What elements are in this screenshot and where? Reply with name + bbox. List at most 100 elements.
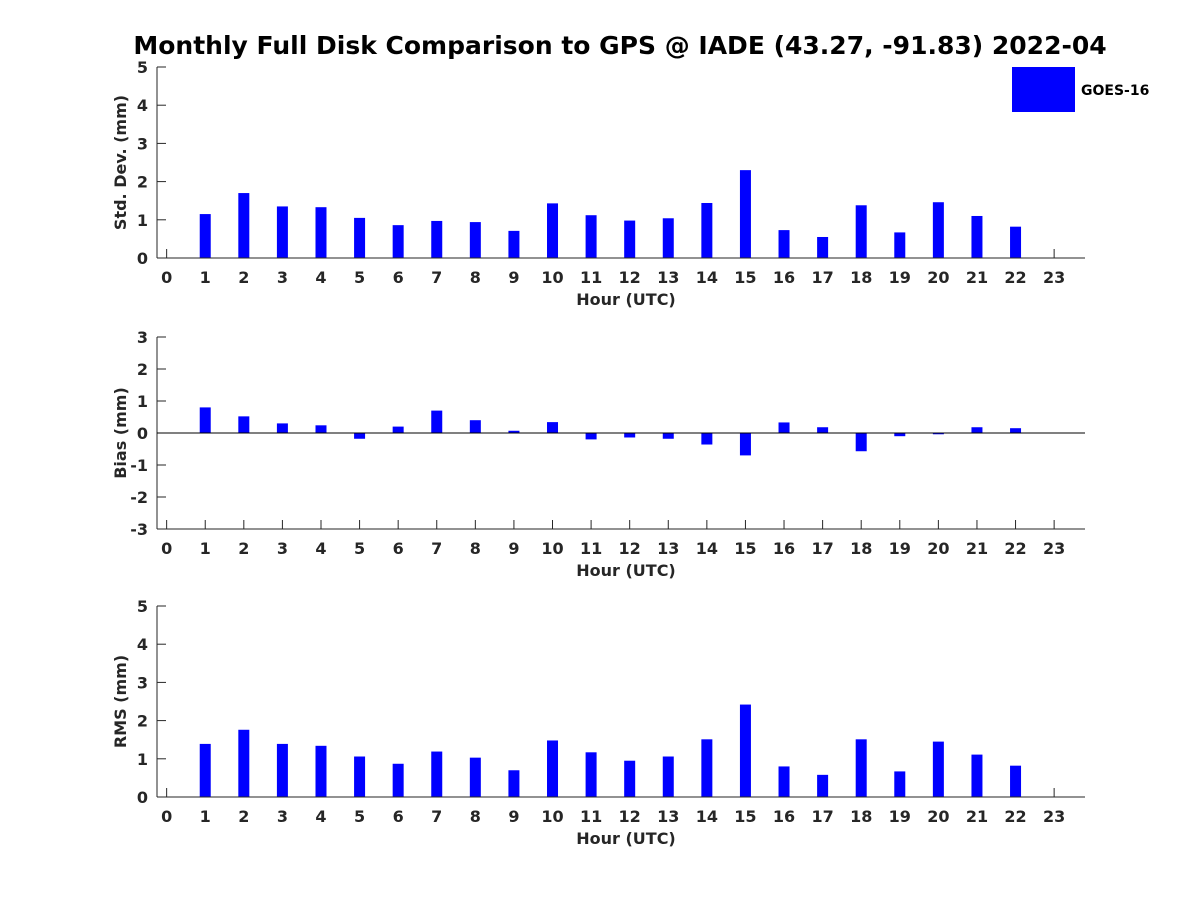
x-tick-label: 12 <box>619 807 641 826</box>
x-tick-label: 21 <box>966 807 988 826</box>
x-tick-label: 0 <box>161 539 172 558</box>
bar-bias-hour-6 <box>392 426 404 433</box>
x-tick-label: 11 <box>580 268 602 287</box>
bar-rms-hour-22 <box>1010 765 1022 797</box>
y-tick-label: 3 <box>137 673 148 692</box>
x-tick-label: 12 <box>619 268 641 287</box>
bar-bias-hour-22 <box>1010 428 1022 433</box>
x-tick-label: 14 <box>696 539 718 558</box>
x-tick-label: 20 <box>927 268 949 287</box>
y-tick-label: 5 <box>137 597 148 616</box>
bar-std-dev-hour-15 <box>739 170 751 258</box>
bar-bias-hour-3 <box>276 423 288 433</box>
x-tick-label: 17 <box>811 539 833 558</box>
bar-rms-hour-8 <box>469 757 481 797</box>
bar-std-dev-hour-20 <box>932 202 944 258</box>
x-tick-label: 17 <box>811 268 833 287</box>
x-tick-label: 1 <box>200 807 211 826</box>
bar-rms-hour-11 <box>585 752 597 797</box>
y-tick-label: -1 <box>130 456 148 475</box>
bar-bias-hour-9 <box>508 430 520 433</box>
bar-std-dev-hour-3 <box>276 206 288 258</box>
bar-rms-hour-16 <box>778 766 790 797</box>
bar-bias-hour-11 <box>585 433 597 440</box>
bar-std-dev-hour-2 <box>238 193 250 258</box>
bar-bias-hour-19 <box>894 433 906 437</box>
bar-rms-hour-15 <box>739 704 751 797</box>
bar-rms-hour-6 <box>392 763 404 797</box>
bar-std-dev-hour-4 <box>315 207 327 258</box>
x-tick-label: 18 <box>850 268 872 287</box>
y-axis-label: Std. Dev. (mm) <box>111 95 130 230</box>
x-tick-label: 16 <box>773 268 795 287</box>
bar-rms-hour-19 <box>894 771 906 797</box>
bar-bias-hour-1 <box>199 407 211 433</box>
bar-bias-hour-8 <box>469 420 481 433</box>
bar-rms-hour-2 <box>238 729 250 797</box>
x-tick-label: 2 <box>238 268 249 287</box>
x-tick-label: 22 <box>1004 268 1026 287</box>
x-tick-label: 10 <box>541 807 563 826</box>
bar-std-dev-hour-17 <box>817 236 829 258</box>
bar-bias-hour-10 <box>547 422 559 433</box>
y-tick-label: 2 <box>137 712 148 731</box>
x-tick-label: 7 <box>431 539 442 558</box>
y-tick-label: 2 <box>137 360 148 379</box>
bar-std-dev-hour-13 <box>662 218 674 258</box>
x-tick-label: 5 <box>354 539 365 558</box>
bar-std-dev-hour-7 <box>431 220 443 258</box>
x-tick-label: 7 <box>431 807 442 826</box>
bar-bias-hour-21 <box>971 427 983 433</box>
x-tick-label: 16 <box>773 807 795 826</box>
x-tick-label: 9 <box>508 807 519 826</box>
y-tick-label: 5 <box>137 58 148 77</box>
x-axis-label: Hour (UTC) <box>576 290 676 309</box>
y-tick-label: 2 <box>137 173 148 192</box>
x-tick-label: 6 <box>393 807 404 826</box>
x-tick-label: 19 <box>889 807 911 826</box>
bar-bias-hour-2 <box>238 416 250 433</box>
y-axis-label: Bias (mm) <box>111 387 130 479</box>
x-tick-label: 23 <box>1043 807 1065 826</box>
x-tick-label: 15 <box>734 807 756 826</box>
x-tick-label: 18 <box>850 807 872 826</box>
x-tick-label: 23 <box>1043 268 1065 287</box>
y-tick-label: 0 <box>137 788 148 807</box>
x-tick-label: 8 <box>470 807 481 826</box>
x-tick-label: 6 <box>393 539 404 558</box>
x-tick-label: 10 <box>541 539 563 558</box>
bar-bias-hour-7 <box>431 410 443 433</box>
y-tick-label: -2 <box>130 488 148 507</box>
x-tick-label: 3 <box>277 539 288 558</box>
bar-rms-hour-1 <box>199 743 211 797</box>
x-tick-label: 23 <box>1043 539 1065 558</box>
x-tick-label: 18 <box>850 539 872 558</box>
bar-std-dev-hour-8 <box>469 222 481 258</box>
bar-std-dev-hour-1 <box>199 214 211 258</box>
x-axis-label: Hour (UTC) <box>576 561 676 580</box>
legend-label: GOES-16 <box>1081 83 1149 99</box>
x-tick-label: 1 <box>200 539 211 558</box>
bar-rms-hour-10 <box>547 740 559 797</box>
x-tick-label: 22 <box>1004 807 1026 826</box>
bar-bias-hour-5 <box>354 433 366 439</box>
x-tick-label: 3 <box>277 807 288 826</box>
y-tick-label: -3 <box>130 520 148 539</box>
bar-std-dev-hour-12 <box>624 220 636 258</box>
x-tick-label: 5 <box>354 268 365 287</box>
x-tick-label: 11 <box>580 539 602 558</box>
bar-bias-hour-20 <box>932 433 944 435</box>
x-tick-label: 13 <box>657 807 679 826</box>
x-tick-label: 11 <box>580 807 602 826</box>
x-tick-label: 13 <box>657 539 679 558</box>
bar-bias-hour-14 <box>701 433 713 445</box>
bar-bias-hour-16 <box>778 422 790 433</box>
y-tick-label: 1 <box>137 392 148 411</box>
x-tick-label: 21 <box>966 539 988 558</box>
x-tick-label: 14 <box>696 807 718 826</box>
